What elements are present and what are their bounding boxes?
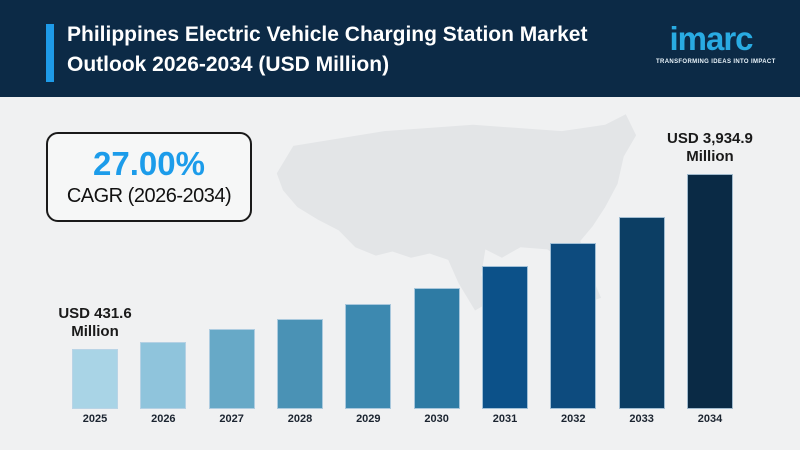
header-band: Philippines Electric Vehicle Charging St… bbox=[0, 0, 800, 97]
bar-2027 bbox=[208, 329, 255, 409]
bar-2033 bbox=[618, 217, 665, 409]
cagr-callout-box: 27.00% CAGR (2026-2034) bbox=[46, 132, 252, 222]
bar-2029 bbox=[345, 304, 392, 409]
page-title-line2: Outlook 2026-2034 (USD Million) bbox=[67, 53, 390, 76]
bar-2030 bbox=[413, 288, 460, 409]
x-axis-label-2029: 2029 bbox=[356, 413, 381, 425]
imarc-logo-wordmark: imarc bbox=[669, 20, 753, 57]
x-axis-label-2030: 2030 bbox=[424, 413, 449, 425]
bar-2025 bbox=[72, 349, 118, 409]
title-accent-bar bbox=[46, 24, 54, 82]
x-axis-label-2033: 2033 bbox=[629, 413, 654, 425]
bar-2028 bbox=[276, 319, 323, 409]
bar-2026 bbox=[140, 342, 187, 409]
x-axis-label-2028: 2028 bbox=[287, 413, 313, 425]
cagr-label: CAGR (2026-2034) bbox=[66, 185, 232, 207]
x-axis-label-2025: 2025 bbox=[82, 413, 108, 425]
x-axis-label-2027: 2027 bbox=[219, 413, 244, 425]
x-axis-label-2032: 2032 bbox=[561, 413, 586, 425]
x-axis-label-2034: 2034 bbox=[697, 413, 723, 425]
x-axis-label-2031: 2031 bbox=[492, 413, 518, 425]
bar-2031 bbox=[481, 266, 528, 409]
bar-2032 bbox=[550, 243, 597, 409]
bar-2034 bbox=[686, 174, 733, 409]
value-label-2025: USD 431.6 Million bbox=[58, 305, 132, 340]
usa-map-watermark bbox=[276, 114, 637, 311]
page-title-line1: Philippines Electric Vehicle Charging St… bbox=[67, 23, 588, 46]
page-title: Philippines Electric Vehicle Charging St… bbox=[67, 20, 627, 80]
cagr-value: 27.00% bbox=[93, 145, 205, 182]
imarc-logo: imarc TRANSFORMING IDEAS INTO IMPACT bbox=[656, 20, 776, 66]
value-label-2034: USD 3,934.9 Million bbox=[667, 130, 753, 165]
x-axis-label-2026: 2026 bbox=[151, 413, 176, 425]
imarc-logo-tagline: TRANSFORMING IDEAS INTO IMPACT bbox=[656, 59, 776, 65]
